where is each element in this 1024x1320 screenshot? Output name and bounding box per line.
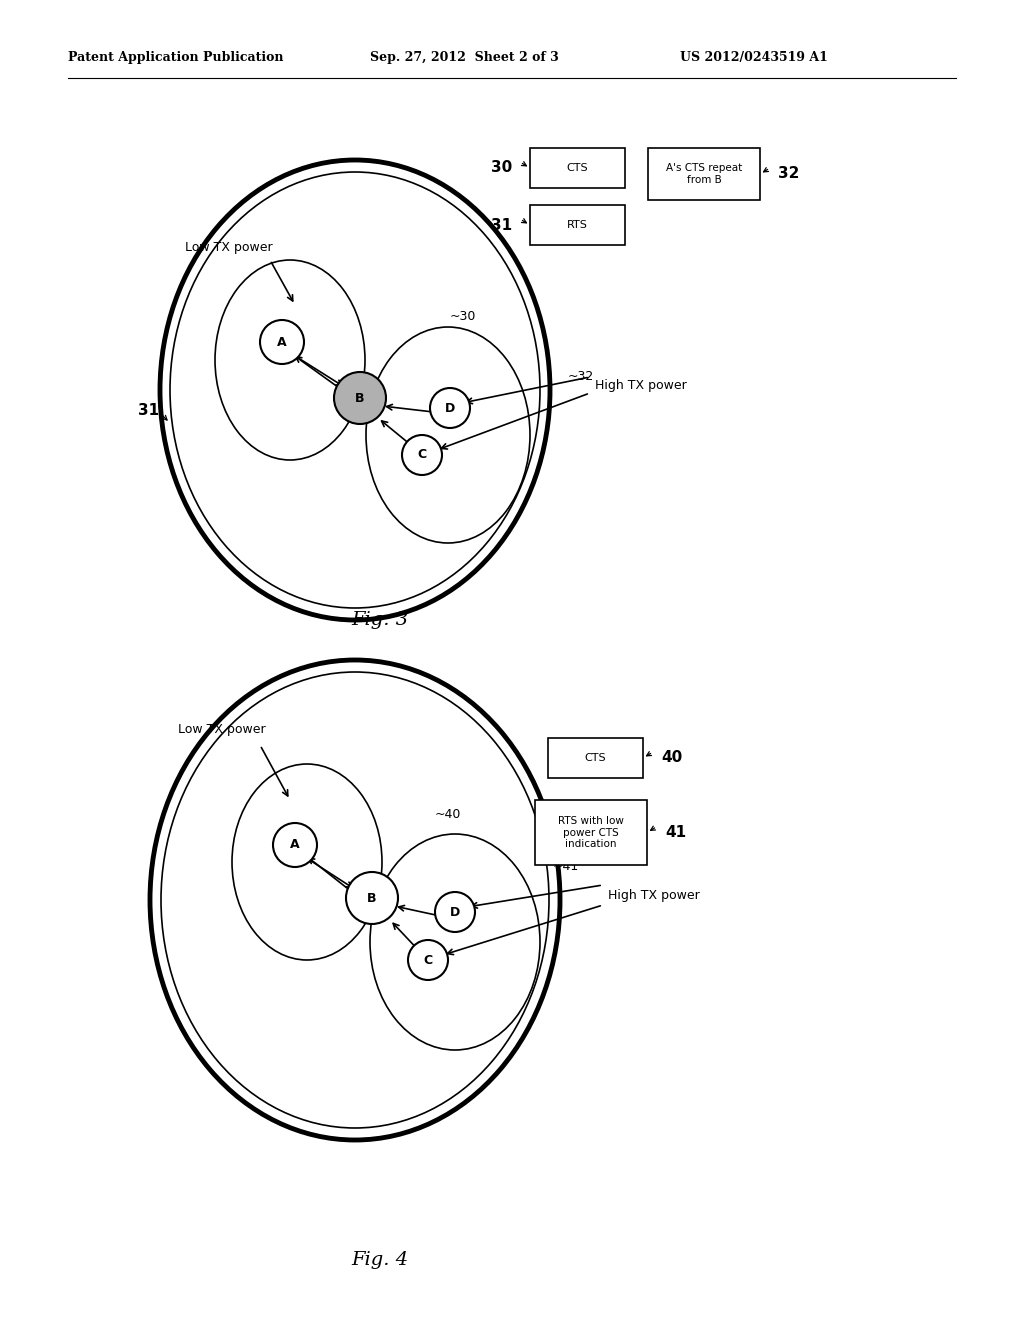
Text: CTS: CTS — [585, 752, 606, 763]
Ellipse shape — [160, 160, 550, 620]
Text: 30: 30 — [490, 161, 512, 176]
Circle shape — [334, 372, 386, 424]
Text: 32: 32 — [778, 166, 800, 181]
Text: Fig. 4: Fig. 4 — [351, 1251, 409, 1269]
Text: CTS: CTS — [566, 162, 589, 173]
Text: C: C — [424, 953, 432, 966]
Text: 41: 41 — [665, 825, 686, 840]
Ellipse shape — [366, 327, 530, 543]
Text: A: A — [278, 335, 287, 348]
Text: B: B — [368, 891, 377, 904]
Circle shape — [260, 319, 304, 364]
Bar — [648, 148, 760, 201]
Text: Fig. 3: Fig. 3 — [351, 611, 409, 630]
Text: C: C — [418, 449, 427, 462]
Ellipse shape — [370, 834, 540, 1049]
Circle shape — [402, 436, 442, 475]
Ellipse shape — [150, 660, 560, 1140]
Text: Patent Application Publication: Patent Application Publication — [68, 51, 284, 65]
Text: High TX power: High TX power — [595, 379, 687, 392]
Text: A: A — [290, 838, 300, 851]
Ellipse shape — [170, 172, 540, 609]
Text: ~40: ~40 — [435, 808, 462, 821]
Text: 40: 40 — [662, 751, 682, 766]
Circle shape — [273, 822, 317, 867]
Text: D: D — [450, 906, 460, 919]
Text: ~30: ~30 — [450, 310, 476, 323]
Text: D: D — [444, 401, 455, 414]
Text: A's CTS repeat
from B: A's CTS repeat from B — [666, 164, 742, 185]
Ellipse shape — [232, 764, 382, 960]
Bar — [530, 205, 625, 246]
Bar — [548, 738, 643, 777]
Circle shape — [346, 873, 398, 924]
Circle shape — [430, 388, 470, 428]
Bar — [530, 148, 625, 187]
Text: Low TX power: Low TX power — [178, 723, 265, 737]
Text: US 2012/0243519 A1: US 2012/0243519 A1 — [680, 51, 827, 65]
Circle shape — [408, 940, 449, 979]
Ellipse shape — [161, 672, 549, 1129]
Text: High TX power: High TX power — [608, 888, 699, 902]
Text: Low TX power: Low TX power — [185, 242, 272, 255]
Text: Sep. 27, 2012  Sheet 2 of 3: Sep. 27, 2012 Sheet 2 of 3 — [370, 51, 559, 65]
Text: B: B — [355, 392, 365, 404]
Ellipse shape — [215, 260, 365, 459]
Text: RTS with low
power CTS
indication: RTS with low power CTS indication — [558, 816, 624, 849]
Text: ~32: ~32 — [568, 370, 594, 383]
Text: 31: 31 — [138, 403, 159, 418]
Bar — [535, 800, 647, 865]
Circle shape — [435, 892, 475, 932]
Text: ~41: ~41 — [553, 861, 580, 873]
Text: RTS: RTS — [567, 220, 588, 230]
Text: 31: 31 — [490, 218, 512, 232]
